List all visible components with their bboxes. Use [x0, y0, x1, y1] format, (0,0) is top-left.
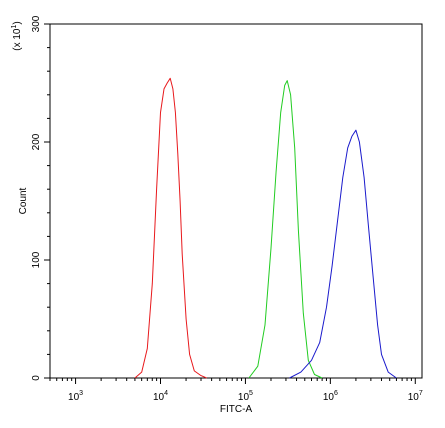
x-tick-label: 105: [238, 390, 253, 403]
x-tick-label: 104: [153, 390, 168, 403]
plot-area: [49, 23, 423, 379]
histogram-series-1: [134, 77, 207, 379]
x-axis-ticks: 103 104 105 106 107: [49, 378, 423, 403]
histogram-series-3: [289, 129, 397, 379]
x-tick-label: 103: [68, 390, 83, 403]
series-layer: [134, 77, 397, 379]
x-tick-label: 107: [408, 390, 423, 403]
y-tick-label: 0: [31, 375, 42, 381]
y-axis-title: Count: [18, 187, 29, 214]
y-tick-label: 200: [31, 133, 42, 150]
x-tick-label: 106: [323, 390, 338, 403]
y-tick-label: 300: [31, 15, 42, 32]
y-tick-label: 100: [31, 251, 42, 268]
x-axis-title: FITC-A: [220, 404, 253, 415]
y-axis-ticks: 0 100 200 300: [31, 15, 50, 381]
y-multiplier-label: (x 101): [11, 21, 23, 50]
histogram-series-2: [248, 80, 323, 379]
